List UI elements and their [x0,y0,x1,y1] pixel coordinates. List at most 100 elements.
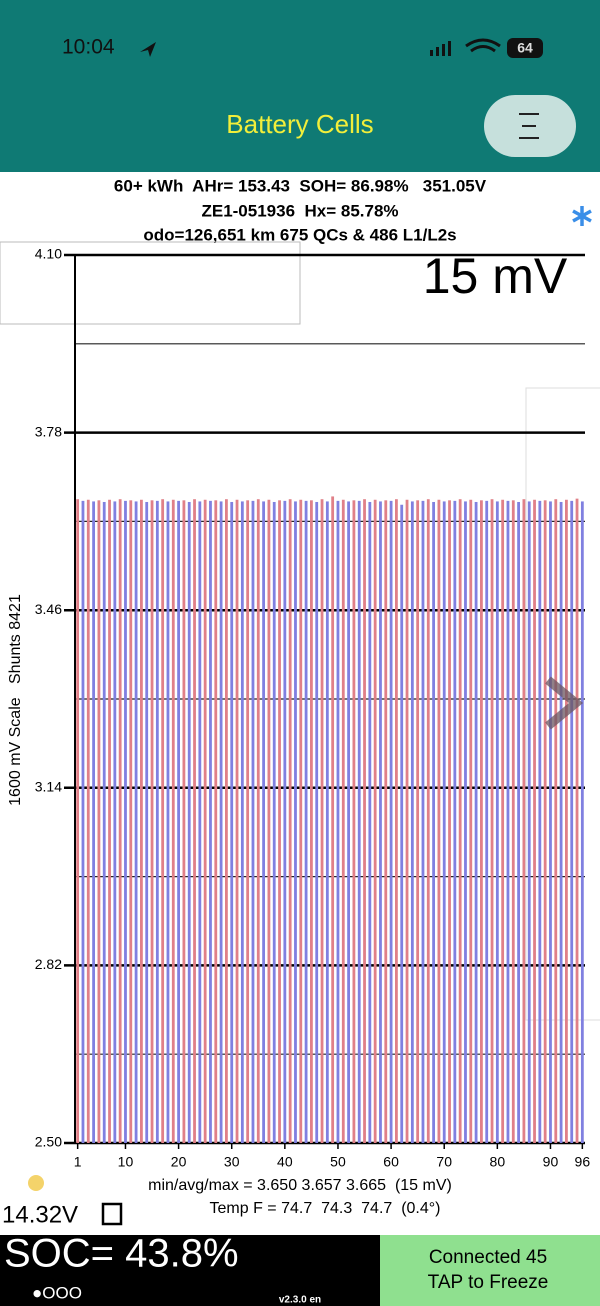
x-tick-label: 80 [490,1154,506,1170]
cell-bar [214,500,218,1143]
cell-bar [395,499,398,1143]
cell-bar [118,499,122,1143]
x-tick-label: 20 [171,1154,187,1170]
menu-icon [519,113,539,139]
cell-bar [405,499,409,1143]
x-tick-label: 90 [543,1154,559,1170]
y-tick-label: 4.10 [35,246,62,262]
y-tick-label: 2.82 [35,956,62,972]
cell-bar [320,499,324,1143]
cell-bar [554,499,558,1143]
page-dots[interactable]: ●OOO [32,1283,82,1302]
battery-icon [507,38,543,58]
cell-bar [193,499,196,1143]
temperature: Temp F = 74.7 74.3 74.7 (0.4°) [210,1200,441,1217]
cell-bar [225,499,228,1143]
cell-bar [379,501,382,1143]
connection-action: TAP to Freeze [428,1272,549,1293]
cell-bar [235,499,239,1143]
cell-bar [543,500,547,1143]
cell-bar [129,500,133,1143]
favorite-star[interactable] [572,206,592,226]
y-axis-label: 1600 mV Scale Shunts 8421 [7,594,24,806]
cell-bar [219,501,223,1143]
connection-button[interactable] [380,1235,600,1306]
min-avg-max: min/avg/max = 3.650 3.657 3.665 (15 mV) [148,1177,452,1194]
cell-bar [177,500,180,1143]
cell-bar [171,499,175,1143]
cell-bar [108,499,111,1143]
cell-bar [251,500,255,1143]
cell-bar [347,501,350,1143]
x-tick-label: 40 [277,1154,293,1170]
summary-line: ZE1-051936 Hx= 85.78% [201,201,398,220]
cell-bar [549,501,552,1143]
screen-title: Battery Cells [226,109,373,139]
cell-bar [527,501,531,1143]
cell-bar [134,501,138,1143]
cell-bar [432,501,435,1144]
cell-bar [469,499,473,1143]
cell-bar [92,501,95,1143]
aux-voltage: 14.32V [2,1201,78,1228]
side-panel [525,387,600,1021]
next-chevron[interactable] [545,676,584,730]
cell-bar [480,500,483,1143]
cell-bar [140,499,143,1143]
y-tick-label: 3.78 [35,423,62,439]
cell-bar [341,499,345,1143]
cell-bar [182,500,186,1143]
cell-bar [453,500,457,1143]
cell-bar [426,499,430,1143]
cell-bar [81,500,85,1143]
cell-bar [102,501,106,1144]
cell-bar [490,499,494,1143]
cell-bar [145,501,149,1144]
cell-bar [517,501,520,1144]
cell-bar [262,501,265,1143]
cell-bar [416,500,420,1143]
summary-line: 60+ kWh AHr= 153.43 SOH= 86.98% 351.05V [114,176,487,195]
x-tick-label: 50 [330,1154,346,1170]
cell-bar [336,500,340,1143]
bulb-icon[interactable] [28,1175,44,1191]
cell-bar [363,499,366,1143]
cell-bar [559,501,563,1144]
cell-bar [373,499,377,1143]
y-tick-label: 2.50 [35,1134,62,1150]
cell-bar [570,500,574,1143]
cell-bar [410,501,414,1143]
cell-bar [501,499,505,1143]
signal-icon [430,41,451,56]
cell-bar [464,501,467,1143]
calendar-icon[interactable] [101,1202,123,1226]
cell-bar [485,500,489,1143]
cell-bar [187,501,191,1144]
cell-bar [203,499,207,1143]
cell-bar [331,496,335,1143]
cell-bar [150,500,154,1143]
x-tick-label: 30 [224,1154,240,1170]
cell-bar [368,501,372,1144]
cell-bar [113,501,117,1143]
cell-bar [161,499,165,1143]
cell-bar [166,501,170,1143]
cell-bar [565,499,568,1143]
cell-bar [278,500,281,1143]
cell-bar [283,500,287,1143]
wifi-icon [465,38,501,53]
x-tick-label: 96 [575,1154,591,1170]
cell-bar [437,499,441,1143]
soc: SOC= 43.8% [4,1232,239,1276]
cell-bar [352,500,356,1143]
cell-bar [442,501,446,1143]
cell-bar [474,501,478,1144]
cell-bar [315,501,319,1144]
cell-bar [448,500,451,1143]
x-tick-label: 1 [74,1154,82,1170]
spread-annotation: 15 mV [423,248,568,304]
cell-bar [325,501,329,1143]
cell-bar [495,501,499,1143]
